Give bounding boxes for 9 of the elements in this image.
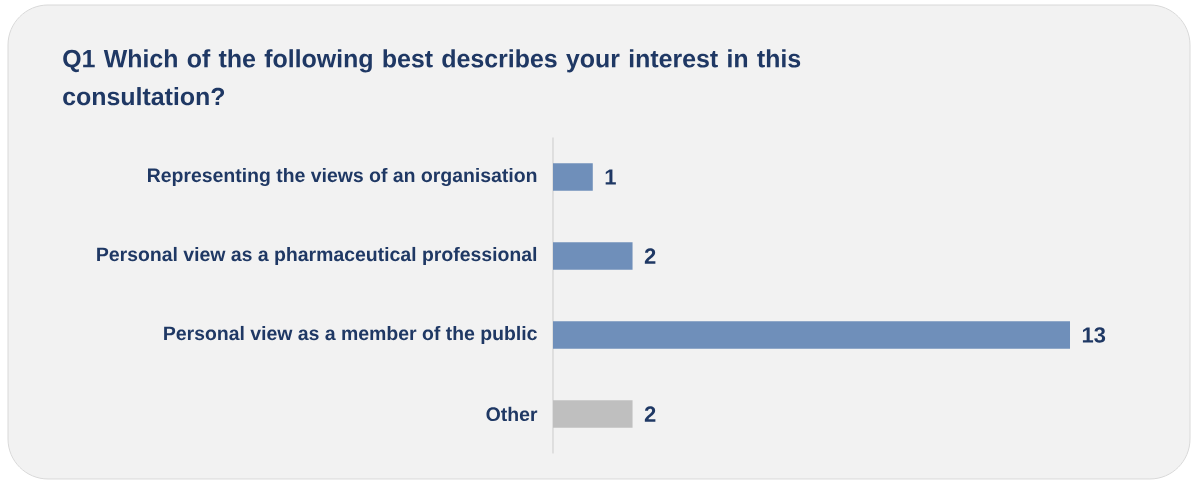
data-label: 2 [644,248,656,264]
data-label: 1 [605,169,616,185]
y-tick-label: Other [486,406,538,422]
chart-title: Q1 Which of the following best describes your interest in this consultation? [63,49,801,106]
y-tick-label: Personal view as a pharmaceutical professional [97,246,537,266]
data-label: 13 [1082,327,1106,343]
data-label: 2 [644,406,656,422]
y-tick-label: Representing the views of an organisation [148,167,537,187]
y-tick-label: Personal view as a member of the public [164,325,537,345]
